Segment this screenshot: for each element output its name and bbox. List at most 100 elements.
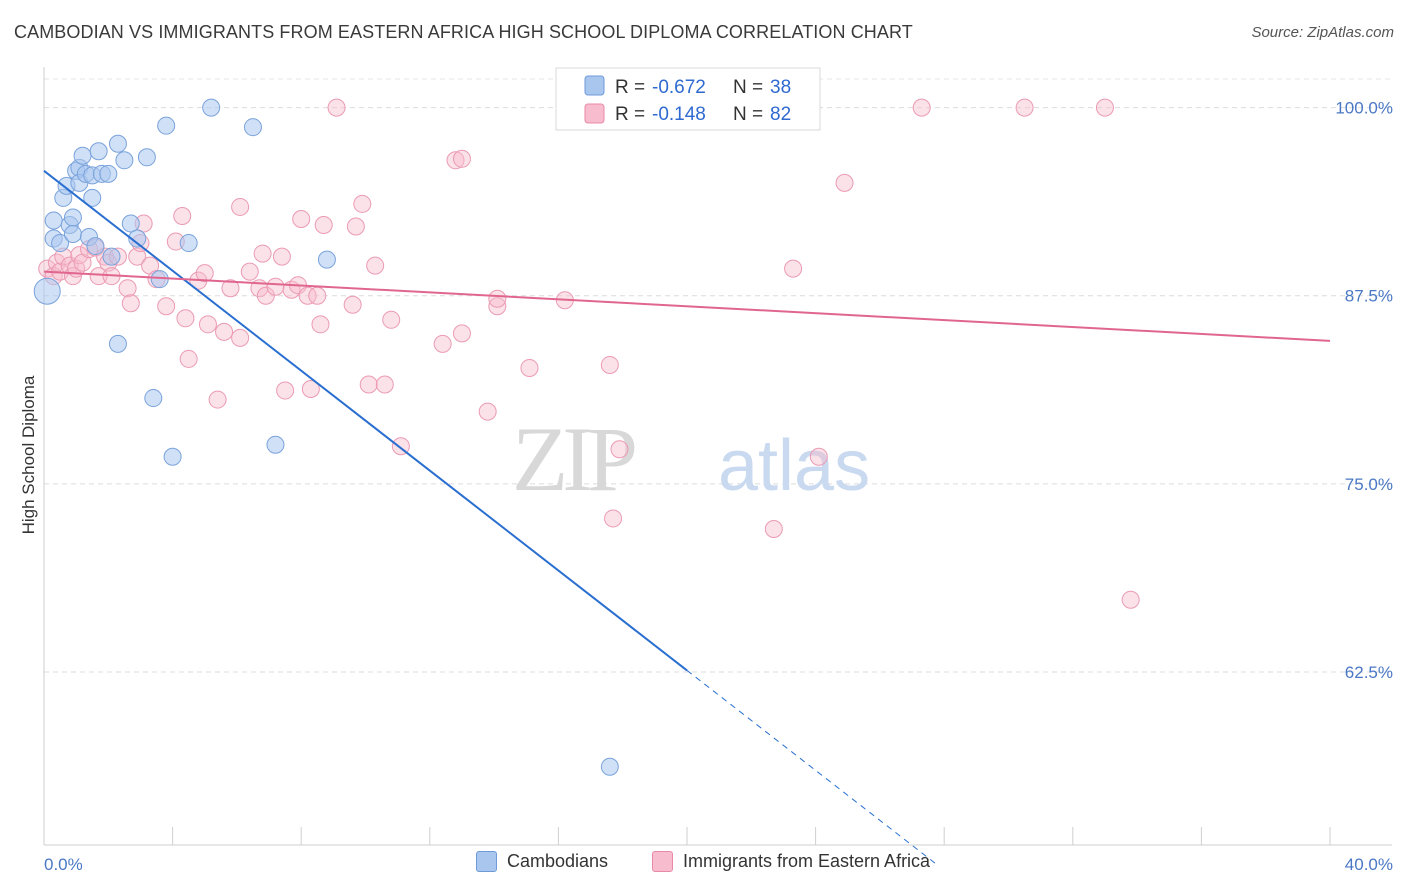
eastern-africa-point — [452, 149, 471, 168]
tick-labels: 100.0% 87.5% 75.0% 62.5% 0.0% 40.0% — [44, 99, 1393, 874]
cambodian-point — [128, 229, 147, 248]
eastern-africa-point — [366, 256, 385, 275]
bottom-legend-swatch-cambodians — [476, 851, 497, 872]
cambodian-point — [33, 277, 61, 305]
eastern-africa-point — [215, 322, 234, 341]
legend-n-value-2: 82 — [770, 104, 791, 125]
cambodian-point — [83, 188, 102, 207]
eastern-africa-point — [1015, 98, 1034, 117]
cambodian-point — [157, 116, 176, 135]
legend-r-label-1: R = — [615, 77, 645, 98]
legend-n-label-1: N = — [733, 77, 763, 98]
eastern-africa-point — [231, 328, 250, 347]
eastern-africa-point — [520, 358, 539, 377]
eastern-africa-point — [157, 297, 176, 316]
eastern-africa-point — [1095, 98, 1114, 117]
legend-swatch-cambodians — [584, 75, 605, 96]
eastern-africa-point — [256, 286, 275, 305]
eastern-africa-point — [208, 390, 227, 409]
eastern-africa-point — [276, 381, 295, 400]
eastern-africa-point — [346, 217, 365, 236]
legend-r-label-2: R = — [615, 104, 645, 125]
y-tick-label: 75.0% — [1345, 475, 1393, 494]
gridlines — [44, 78, 1392, 673]
bottom-legend-swatch-eastern-africa — [652, 851, 673, 872]
eastern-africa-point — [327, 98, 346, 117]
cambodian-point — [44, 211, 63, 230]
legend-n-label-2: N = — [733, 104, 763, 125]
eastern-africa-point — [311, 315, 330, 334]
cambodian-point — [108, 334, 127, 353]
x-tick-label-min: 0.0% — [44, 855, 83, 874]
cambodian-point — [63, 225, 82, 244]
eastern-africa-point — [298, 286, 317, 305]
cambodian-point — [108, 134, 127, 153]
eastern-africa-point — [912, 98, 931, 117]
eastern-africa-point — [604, 509, 623, 528]
cambodian-point — [144, 389, 163, 408]
eastern-africa-point — [353, 194, 372, 213]
y-tick-label: 62.5% — [1345, 663, 1393, 682]
cambodian-trend-line — [43, 170, 688, 672]
y-axis-title: High School Diploma — [19, 375, 38, 534]
eastern-africa-point — [1121, 590, 1140, 609]
eastern-africa-point — [359, 375, 378, 394]
cambodian-trend-extension — [686, 670, 939, 866]
eastern-africa-point — [600, 355, 619, 374]
eastern-africa-point — [253, 244, 272, 263]
eastern-africa-point — [89, 267, 108, 286]
cambodian-point — [317, 250, 336, 269]
cambodian-point — [243, 118, 262, 137]
cambodian-point — [600, 757, 619, 776]
eastern-africa-point — [433, 334, 452, 353]
cambodian-point — [99, 164, 118, 183]
eastern-africa-point — [478, 402, 497, 421]
eastern-africa-point — [314, 216, 333, 234]
eastern-africa-point — [764, 519, 783, 538]
eastern-africa-point — [301, 380, 320, 399]
eastern-africa-point — [488, 297, 507, 316]
bottom-legend-label-cambodians: Cambodians — [507, 851, 609, 871]
eastern-africa-point — [784, 259, 803, 278]
eastern-africa-point — [343, 295, 362, 314]
eastern-africa-point — [835, 173, 854, 192]
legend: R = -0.672 N = 38 R = -0.148 N = 82 — [555, 67, 821, 131]
eastern-africa-point — [809, 447, 828, 466]
eastern-africa-point — [173, 206, 192, 225]
bottom-legend-cambodians: Cambodians — [476, 851, 608, 872]
cambodian-point — [51, 234, 70, 253]
cambodian-point — [73, 146, 92, 165]
legend-r-value-1: -0.672 — [652, 77, 706, 98]
watermark-atlas: atlas — [718, 426, 870, 506]
cambodian-point — [89, 142, 108, 161]
cambodian-point — [137, 148, 156, 167]
eastern-africa-point — [266, 277, 285, 296]
cambodian-point — [86, 237, 105, 256]
legend-swatch-eastern-africa — [584, 103, 605, 124]
cambodian-point — [266, 435, 285, 454]
x-tick-label-max: 40.0% — [1345, 855, 1393, 874]
cambodian-point — [179, 234, 198, 253]
eastern-africa-point — [240, 262, 259, 281]
eastern-africa-point — [446, 151, 465, 170]
cambodian-point — [202, 98, 221, 117]
cambodian-point — [115, 151, 134, 170]
eastern-africa-point — [221, 279, 240, 298]
trend-lines — [43, 170, 1331, 866]
chart-title: CAMBODIAN VS IMMIGRANTS FROM EASTERN AFR… — [14, 22, 913, 42]
watermark: ZIP atlas — [512, 408, 870, 510]
eastern-africa-point — [308, 286, 327, 305]
y-tick-label: 87.5% — [1345, 287, 1393, 306]
cambodian-point — [121, 214, 140, 233]
eastern-africa-point — [128, 247, 147, 266]
cambodian-point — [163, 447, 182, 466]
legend-r-value-2: -0.148 — [652, 104, 706, 125]
eastern-africa-point — [118, 279, 137, 298]
watermark-zip: ZIP — [512, 408, 635, 510]
axes — [43, 67, 1392, 846]
bottom-legend-eastern-africa: Immigrants from Eastern Africa — [652, 851, 930, 872]
source-label: Source: ZipAtlas.com — [1251, 24, 1394, 41]
bottom-legend-label-eastern-africa: Immigrants from Eastern Africa — [683, 851, 931, 871]
legend-n-value-1: 38 — [770, 77, 791, 98]
